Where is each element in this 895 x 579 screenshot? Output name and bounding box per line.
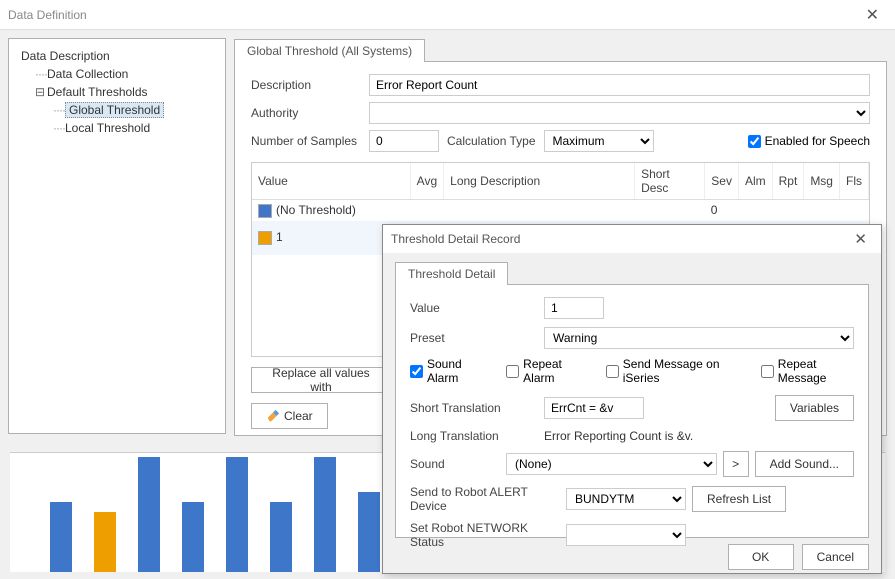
description-input[interactable] [369,74,870,96]
grid-col-short-desc[interactable]: Short Desc [635,163,705,200]
dialog-title: Threshold Detail Record [391,232,848,246]
preset-select[interactable]: Warning [544,327,854,349]
tree-item-data-collection[interactable]: ····Data Collection [13,65,221,83]
chart-bar [226,457,248,572]
dialog-tab[interactable]: Threshold Detail [395,262,508,285]
threshold-detail-dialog: Threshold Detail Record ✕ Threshold Deta… [382,224,882,574]
tree-item-local-threshold[interactable]: ····Local Threshold [13,119,221,137]
long-translation-value: Error Reporting Count is &v. [544,429,693,443]
chart-bar [94,512,116,572]
samples-input[interactable] [369,130,439,152]
network-status-select[interactable] [566,524,686,546]
sound-alarm-checkbox[interactable]: Sound Alarm [410,357,484,385]
repeat-alarm-checkbox[interactable]: Repeat Alarm [506,357,584,385]
calc-select[interactable]: Maximum [544,130,654,152]
grid-col-avg[interactable]: Avg [410,163,443,200]
preset-label: Preset [410,331,538,345]
grid-col-sev[interactable]: Sev [705,163,739,200]
alert-device-label: Send to Robot ALERT Device [410,485,560,513]
chart-bar [138,457,160,572]
grid-col-msg[interactable]: Msg [804,163,840,200]
alert-device-select[interactable]: BUNDYTM [566,488,686,510]
chart-bar [182,502,204,572]
refresh-list-button[interactable]: Refresh List [692,486,786,512]
tab-global-threshold[interactable]: Global Threshold (All Systems) [234,39,425,62]
description-label: Description [251,78,361,92]
speech-checkbox[interactable]: Enabled for Speech [748,134,870,148]
tree-item-global-threshold[interactable]: ····Global Threshold [13,101,221,119]
chart-bar [358,492,380,572]
chart-bar [50,502,72,572]
grid-col-fls[interactable]: Fls [839,163,868,200]
grid-col-rpt[interactable]: Rpt [772,163,804,200]
sound-label: Sound [410,457,500,471]
grid-col-long-description[interactable]: Long Description [444,163,635,200]
close-icon[interactable]: ✕ [858,5,887,25]
value-input[interactable] [544,297,604,319]
long-translation-label: Long Translation [410,429,538,443]
authority-label: Authority [251,106,361,120]
tree-panel: Data Description ····Data Collection ⊟De… [8,38,226,434]
grid-col-value[interactable]: Value [252,163,410,200]
tree-item-default-thresholds[interactable]: ⊟Default Thresholds [13,83,221,101]
play-sound-button[interactable]: > [723,451,749,477]
collapse-icon[interactable]: ⊟ [35,85,45,99]
authority-select[interactable] [369,102,870,124]
short-translation-input[interactable] [544,397,644,419]
add-sound-button[interactable]: Add Sound... [755,451,854,477]
ok-button[interactable]: OK [728,544,794,570]
table-row[interactable]: (No Threshold)0 [252,200,869,221]
value-label: Value [410,301,538,315]
network-status-label: Set Robot NETWORK Status [410,521,560,549]
grid-col-alm[interactable]: Alm [738,163,772,200]
samples-label: Number of Samples [251,134,361,148]
dialog-close-icon[interactable]: ✕ [848,230,873,248]
window-titlebar: Data Definition ✕ [0,0,895,30]
cancel-button[interactable]: Cancel [802,544,869,570]
replace-button[interactable]: Replace all values with [251,367,391,393]
eraser-icon [266,409,280,423]
short-translation-label: Short Translation [410,401,538,415]
chart-bar [270,502,292,572]
window-title: Data Definition [8,8,858,22]
clear-button[interactable]: Clear [251,403,328,429]
sound-select[interactable]: (None) [506,453,717,475]
variables-button[interactable]: Variables [775,395,854,421]
tree-root[interactable]: Data Description [13,47,221,65]
chart-bar [314,457,336,572]
send-iseries-checkbox[interactable]: Send Message on iSeries [606,357,739,385]
calc-label: Calculation Type [447,134,536,148]
dialog-titlebar: Threshold Detail Record ✕ [383,225,881,253]
repeat-message-checkbox[interactable]: Repeat Message [761,357,854,385]
